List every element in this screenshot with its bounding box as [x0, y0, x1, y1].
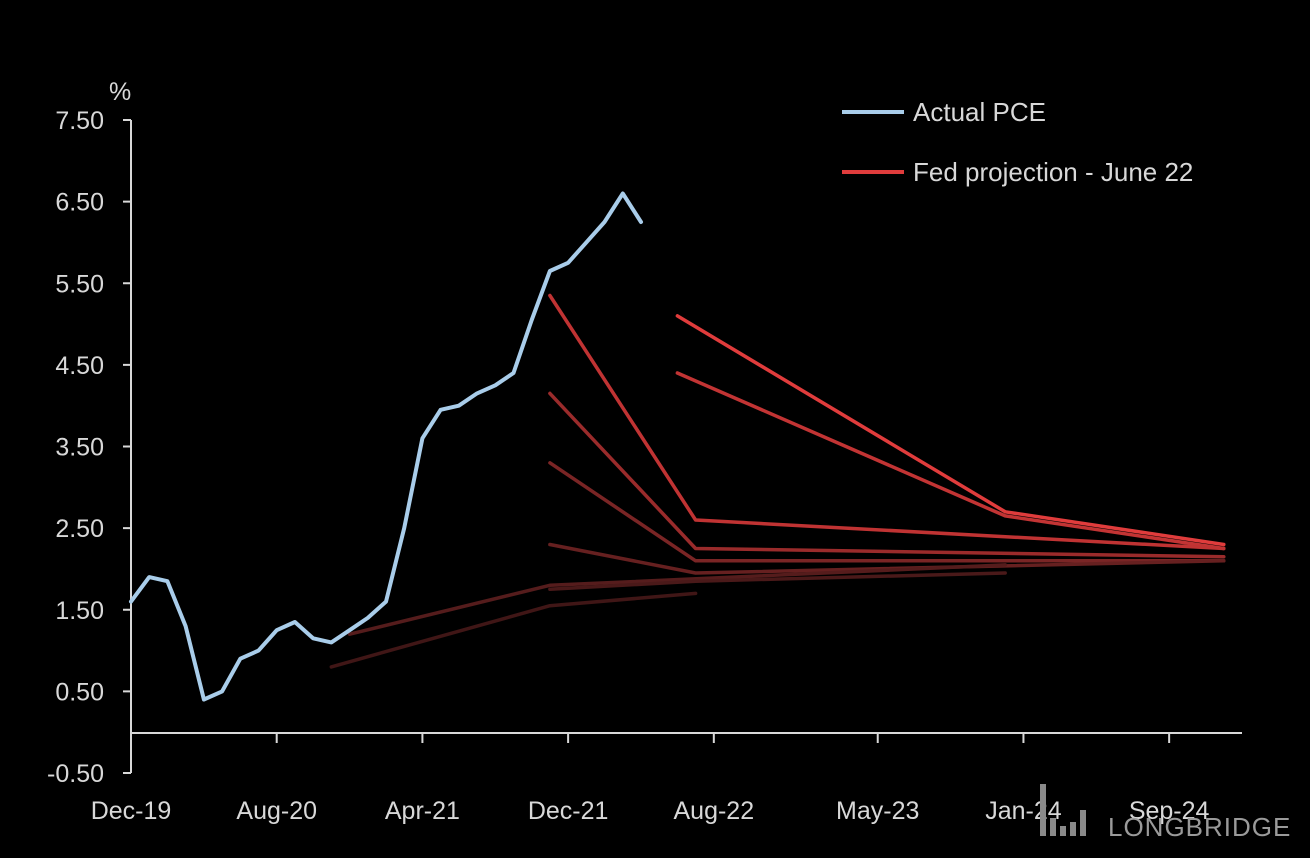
y-tick-label: 6.50: [55, 189, 104, 217]
y-tick-label: 4.50: [55, 352, 104, 380]
legend-label: Actual PCE: [913, 97, 1046, 127]
watermark-bar: [1070, 822, 1076, 836]
y-tick-label: 7.50: [55, 107, 104, 135]
y-tick-label: 0.50: [55, 678, 104, 706]
y-tick-label: 2.50: [55, 515, 104, 543]
watermark-bar: [1060, 826, 1066, 836]
watermark-bar: [1080, 810, 1086, 836]
x-tick-label: May-23: [836, 797, 919, 825]
watermark-text: LONGBRIDGE: [1108, 812, 1291, 842]
series-line-fed-projection: [548, 293, 1226, 551]
series-line-fed-projection: [675, 314, 1226, 547]
y-tick-label: 1.50: [55, 597, 104, 625]
x-tick-label: Apr-21: [385, 797, 460, 825]
series-line-fed-projection: [548, 391, 1226, 559]
longbridge-watermark: LONGBRIDGE: [1040, 784, 1291, 842]
watermark-bar: [1050, 818, 1056, 836]
x-tick-label: Dec-19: [91, 797, 172, 825]
legend-label: Fed projection - June 22: [913, 157, 1193, 187]
x-tick-label: Sep-24: [1129, 797, 1210, 825]
x-tick-label: Aug-20: [236, 797, 317, 825]
series-line-fed-projection: [675, 371, 1226, 551]
x-tick-label: Aug-22: [674, 797, 755, 825]
x-tick-label: Jan-24: [985, 797, 1062, 825]
y-tick-label: 3.50: [55, 434, 104, 462]
y-axis-unit-label: %: [109, 78, 131, 106]
series-line-fed-projection: [347, 563, 1007, 636]
series-line-fed-projection: [548, 461, 1226, 563]
legend: Actual PCE Fed projection - June 22: [842, 97, 1193, 187]
series-line-fed-projection: [548, 571, 1007, 592]
x-tick-label: Dec-21: [528, 797, 609, 825]
series-line-actual-pce: [129, 191, 643, 702]
watermark-bar: [1040, 784, 1046, 836]
y-tick-label: 5.50: [55, 270, 104, 298]
series-line-fed-projection: [548, 542, 1226, 575]
y-tick-label: -0.50: [47, 760, 104, 788]
series-line-fed-projection: [329, 591, 698, 669]
